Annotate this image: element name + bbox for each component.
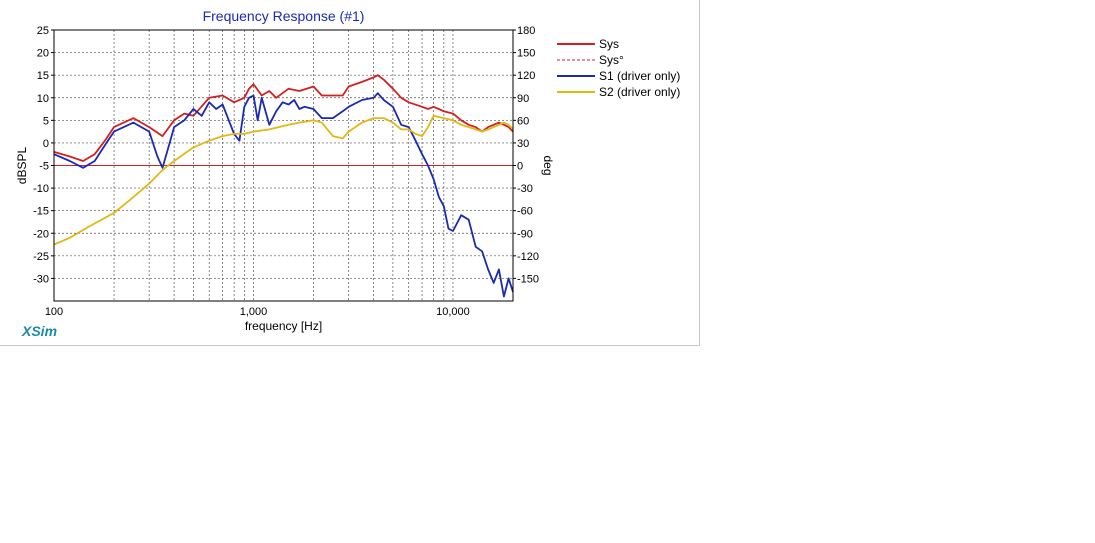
y-tick-label: -25 <box>33 251 49 263</box>
y-tick-label: -30 <box>33 273 49 285</box>
y-axis-label: dBSPL <box>15 146 29 184</box>
legend-label-2: Sys° <box>599 53 624 67</box>
chart-title: Frequency Response (#1) <box>203 8 365 24</box>
series-line-1 <box>53 74 514 162</box>
y2-tick-label: -120 <box>517 251 539 263</box>
y2-tick-label: -150 <box>517 273 539 285</box>
chart-panel: 25 20 15 10 5 0 -5 -10 -15 -20 -25 -30 180 150 120 90 60… <box>0 0 700 346</box>
y2-tick-label: 150 <box>517 48 535 60</box>
xsim-logo: XSim <box>22 323 58 339</box>
y2-tick-label: 120 <box>517 70 535 82</box>
y2-tick-label: -30 <box>517 183 533 195</box>
y-tick-label: 5 <box>43 115 49 127</box>
x-axis-label: frequency [Hz] <box>245 319 322 333</box>
y2-tick-label: 90 <box>517 93 529 105</box>
y2-tick-label: 30 <box>517 138 529 150</box>
y-tick-label: 0 <box>43 138 49 150</box>
y-tick-label: 20 <box>37 48 49 60</box>
y-tick-label: 25 <box>37 25 49 37</box>
y-tick-label: -10 <box>33 183 49 195</box>
y2-tick-label: 60 <box>517 115 529 127</box>
y2-tick-label: -60 <box>517 206 533 218</box>
legend-label-1: Sys <box>599 37 619 51</box>
y-tick-label: -20 <box>33 228 49 240</box>
y-tick-label: -15 <box>33 206 49 218</box>
y-tick-label: -5 <box>39 161 49 173</box>
y2-tick-label: -90 <box>517 228 533 240</box>
x-tick-label: 10,000 <box>436 306 470 318</box>
x-tick-label: 100 <box>45 306 63 318</box>
x-tick-label: 1,000 <box>240 306 268 318</box>
y2-tick-label: 180 <box>517 25 535 37</box>
y2-tick-label: 0 <box>517 161 523 173</box>
y2-axis-label: deg <box>541 155 555 175</box>
legend-label-3: S1 (driver only) <box>599 69 680 83</box>
series-line-4 <box>53 114 514 246</box>
legend-label-4: S2 (driver only) <box>599 85 680 99</box>
frequency-response-chart: 25 20 15 10 5 0 -5 -10 -15 -20 -25 -30 180 150 120 90 60… <box>15 8 680 333</box>
y-tick-label: 15 <box>37 70 49 82</box>
y-tick-label: 10 <box>37 93 49 105</box>
series-line-3 <box>53 92 514 298</box>
